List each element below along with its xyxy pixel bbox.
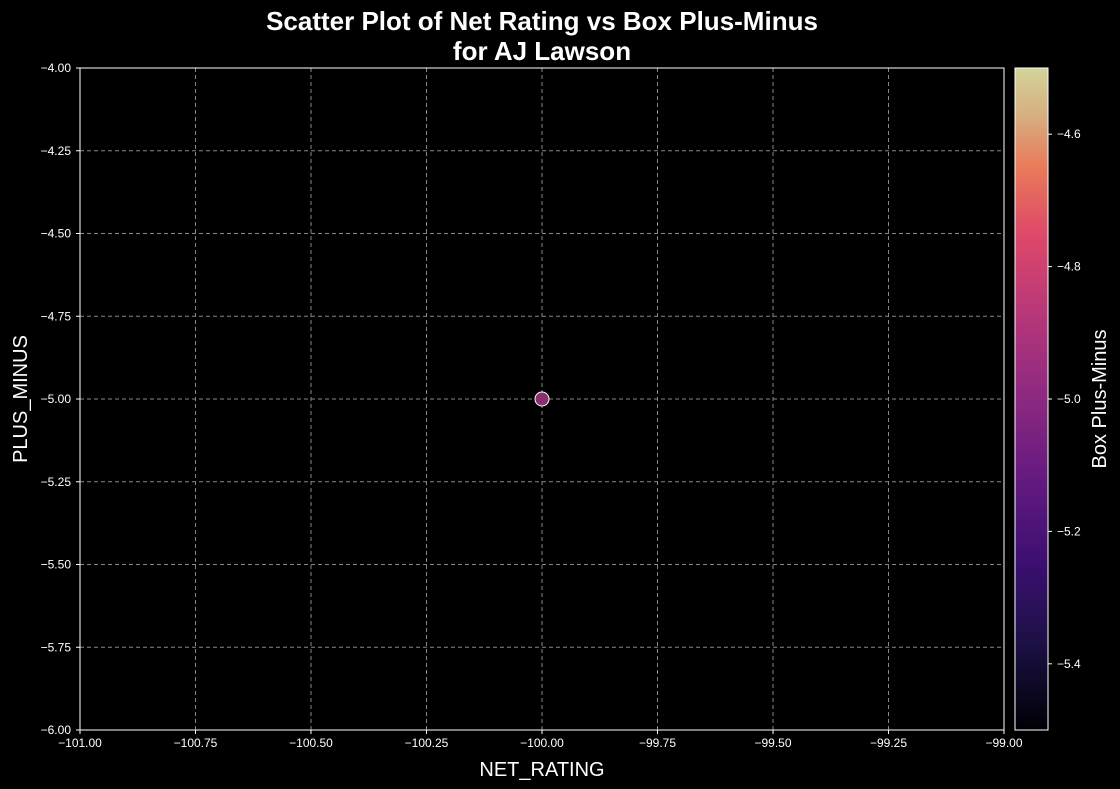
y-tick-label: −5.25: [41, 475, 72, 489]
y-tick-label: −6.00: [41, 723, 72, 737]
y-tick-label: −4.75: [41, 309, 72, 323]
x-tick-label: −99.00: [985, 736, 1022, 750]
scatter-points: [534, 391, 550, 407]
y-tick-label: −5.50: [41, 558, 72, 572]
x-tick-label: −100.00: [520, 736, 564, 750]
x-tick-label: −99.25: [870, 736, 907, 750]
x-tick-label: −99.50: [754, 736, 791, 750]
scatter-point: [534, 391, 550, 407]
y-tick-label: −4.50: [41, 227, 72, 241]
colorbar-label: Box Plus-Minus: [1089, 330, 1111, 469]
chart-title-line-1: Scatter Plot of Net Rating vs Box Plus-M…: [266, 6, 818, 36]
colorbar-tick-label: −4.6: [1057, 127, 1081, 141]
colorbar-tick-label: −5.4: [1057, 657, 1081, 671]
x-tick-label: −100.75: [174, 736, 218, 750]
y-tick-label: −4.00: [41, 61, 72, 75]
y-tick-label: −5.75: [41, 640, 72, 654]
colorbar-tick-label: −4.8: [1057, 260, 1081, 274]
axis-ticks: −101.00 −100.75 −100.50 −100.25 −100.00 −99.7…: [41, 61, 1023, 750]
colorbar-tick-label: −5.2: [1057, 524, 1081, 538]
x-tick-label: −99.75: [639, 736, 676, 750]
plot-area-frame: [79, 67, 1005, 731]
chart-title-line-2: for AJ Lawson: [453, 36, 631, 66]
x-tick-label: −100.50: [289, 736, 333, 750]
colorbar-ticks: −5.4 −5.2 −5.0 −4.8 −4.6: [1048, 127, 1081, 671]
colorbar-tick-label: −5.0: [1057, 392, 1081, 406]
y-tick-label: −5.00: [41, 392, 72, 406]
y-tick-label: −4.25: [41, 144, 72, 158]
x-tick-label: −100.25: [405, 736, 449, 750]
colorbar-gradient: [1014, 67, 1049, 731]
x-axis-label: NET_RATING: [479, 759, 604, 781]
x-tick-label: −101.00: [58, 736, 102, 750]
y-axis-label: PLUS_MINUS: [10, 335, 32, 463]
